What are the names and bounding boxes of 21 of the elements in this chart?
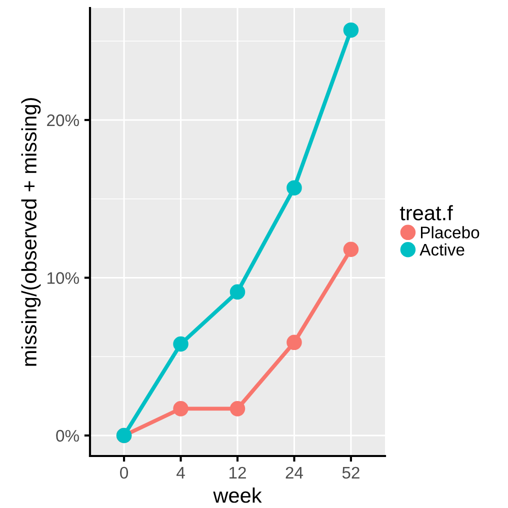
point [343, 242, 359, 257]
y-tick-label: 0% [56, 430, 79, 442]
y-tick-label: 20% [47, 114, 79, 126]
point [230, 284, 246, 300]
point [343, 22, 359, 38]
y-axis-title: missing/(observed + missing) [21, 98, 41, 366]
x-axis-title: week [213, 488, 262, 503]
x-tick-label: 0 [120, 466, 128, 479]
y-tick-label: 10% [47, 272, 79, 284]
x-tick-label: 12 [230, 466, 246, 478]
legend-label: Active [420, 243, 464, 256]
x-tick-label: 52 [342, 466, 360, 479]
point [230, 401, 246, 416]
x-tick-label: 24 [286, 466, 304, 478]
point [286, 180, 302, 196]
legend-label: Placebo [420, 226, 480, 238]
x-tick-label: 4 [176, 467, 185, 478]
point [173, 336, 188, 352]
legend-title: treat.f [400, 205, 453, 220]
point [286, 334, 302, 350]
point [173, 401, 188, 416]
